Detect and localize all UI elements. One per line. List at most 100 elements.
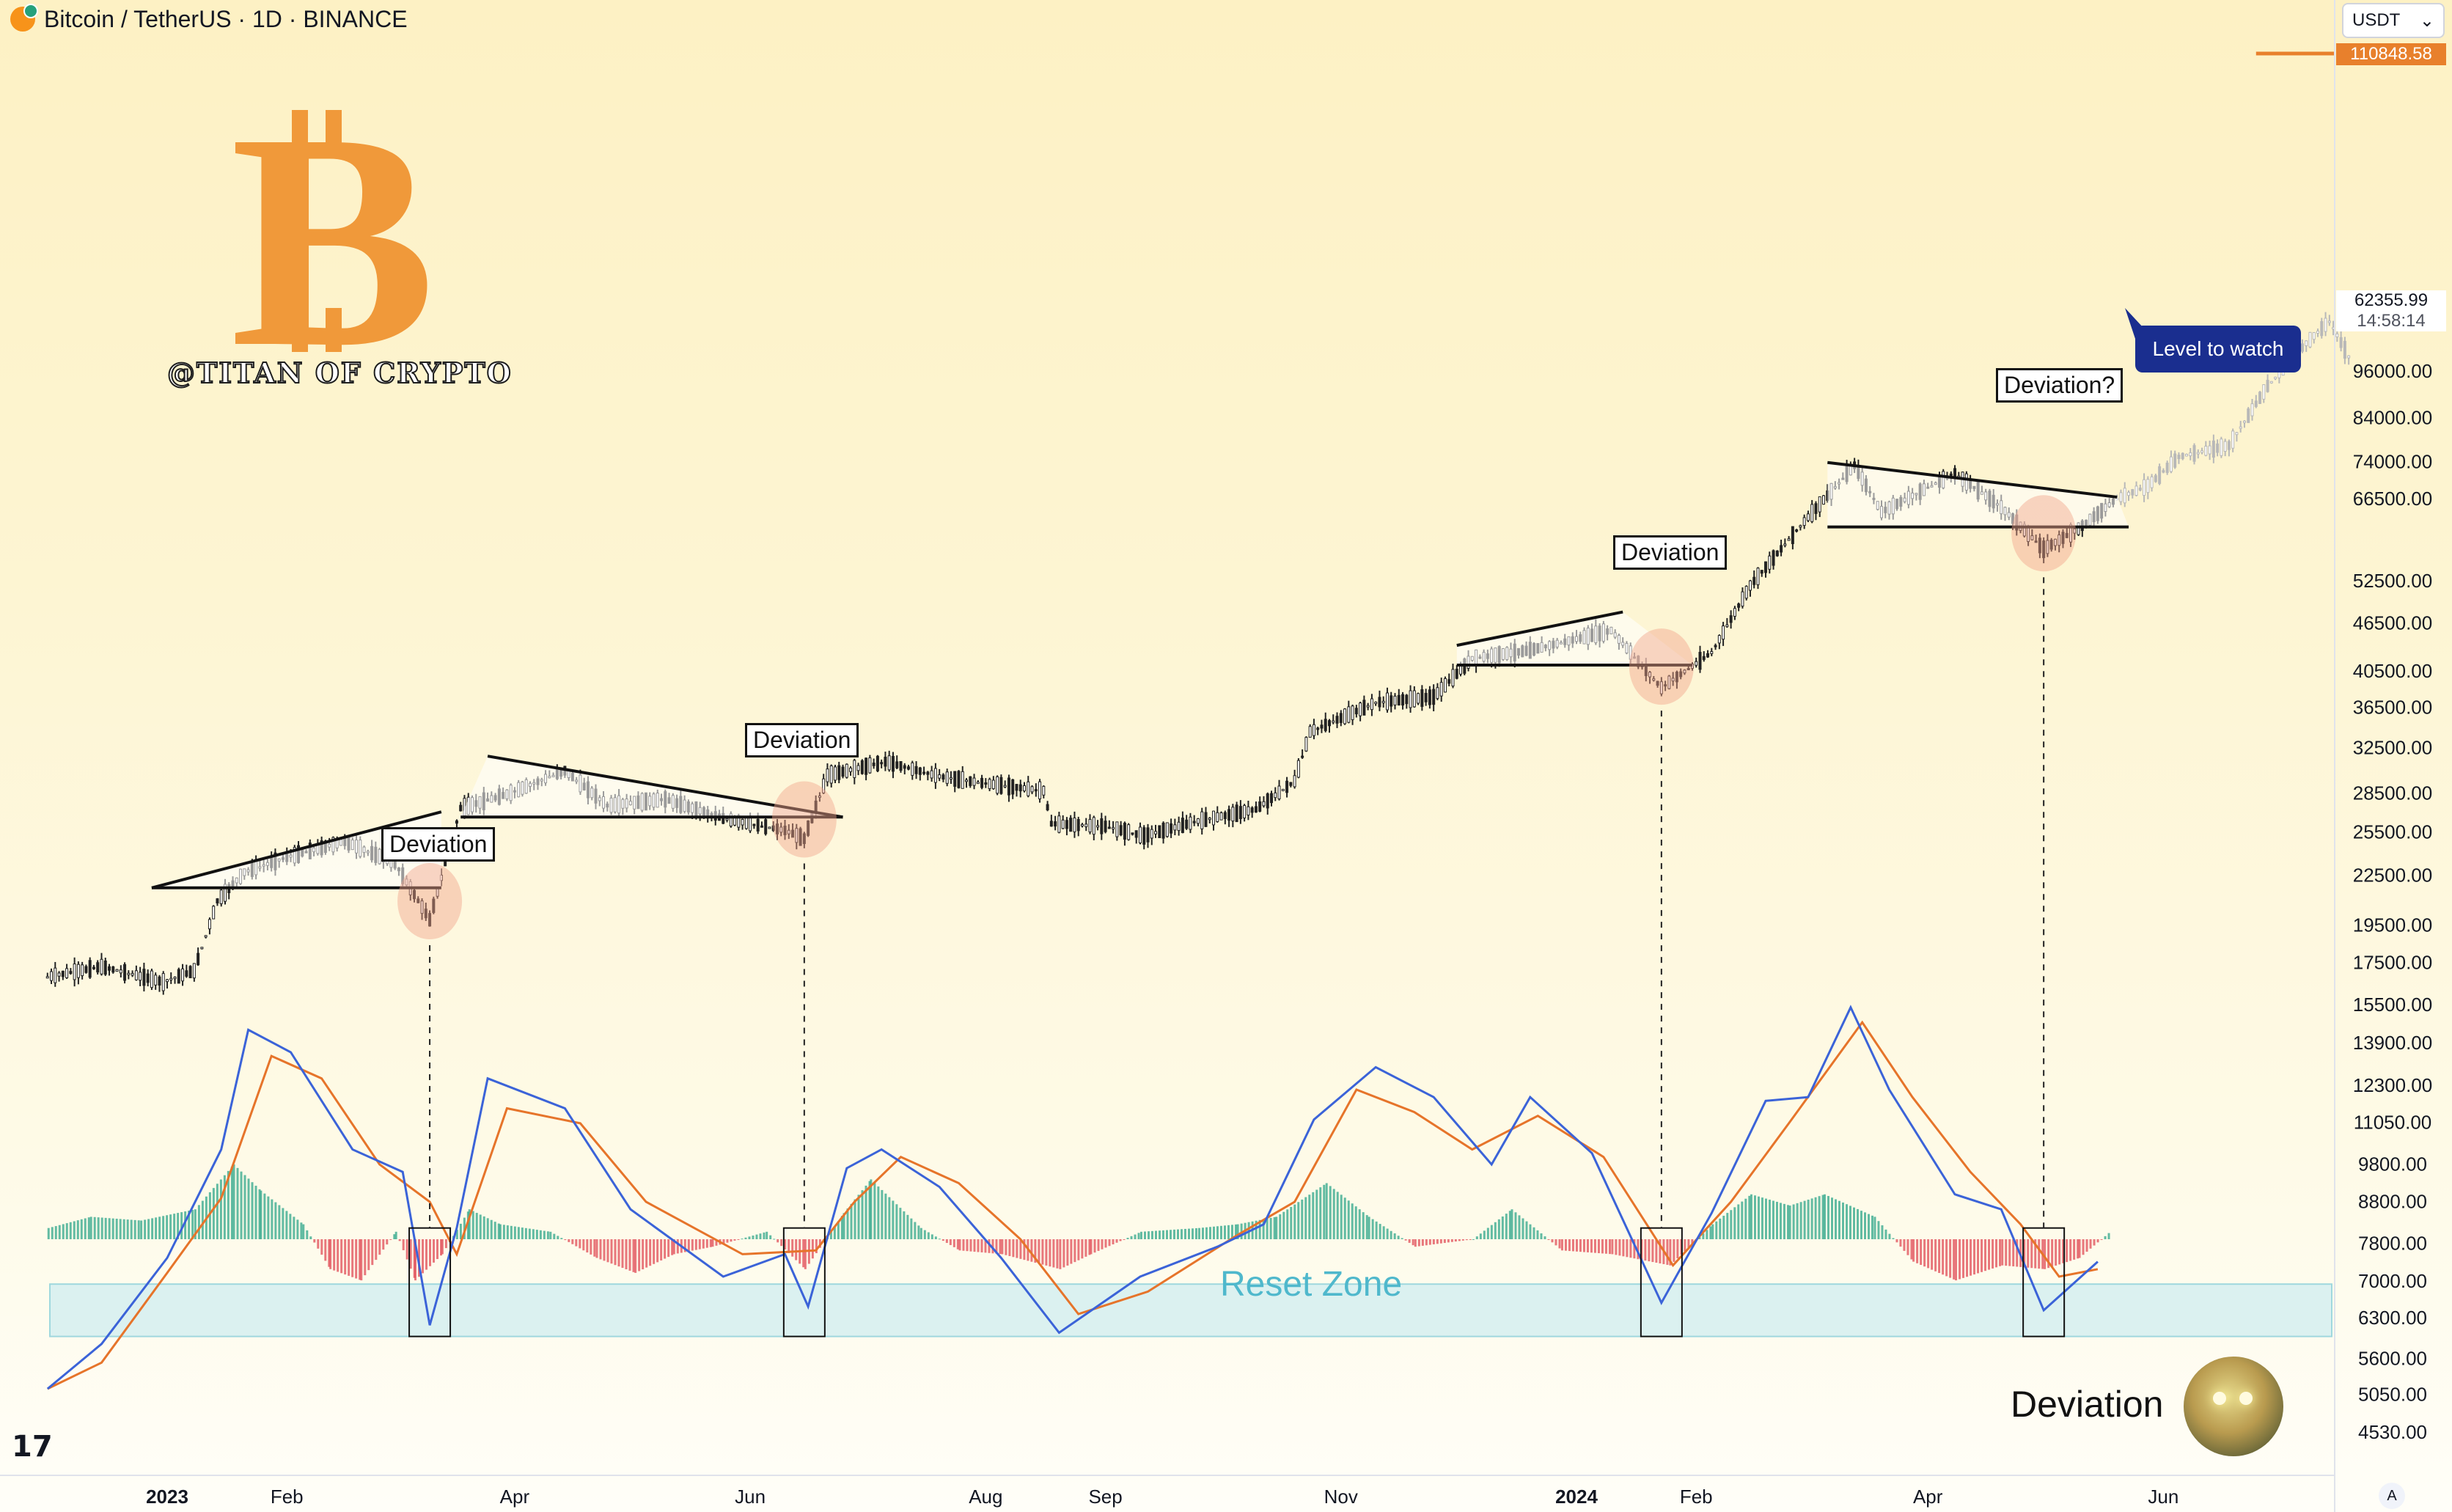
macd-histogram-bar: [726, 1239, 729, 1243]
macd-histogram-bar: [1788, 1205, 1791, 1239]
macd-histogram-bar: [1465, 1239, 1468, 1241]
macd-histogram-bar: [497, 1223, 500, 1239]
bitcoin-logo-bar-top-right: [326, 110, 342, 154]
macd-histogram-bar: [490, 1219, 493, 1239]
candle-body: [103, 960, 107, 975]
macd-histogram-bar: [502, 1225, 505, 1239]
candle-body: [2262, 384, 2266, 400]
level-to-watch-callout: Level to watch: [2135, 326, 2301, 373]
macd-histogram-bar: [645, 1239, 648, 1268]
candle-body: [941, 774, 945, 780]
bitcoin-logo-bar-bottom-left: [292, 308, 308, 352]
candle-body: [1710, 651, 1714, 654]
candle-body: [76, 964, 80, 978]
macd-histogram-bar: [1479, 1233, 1482, 1239]
macd-histogram-bar: [920, 1227, 922, 1239]
candle-body: [1138, 826, 1142, 843]
macd-histogram-bar: [1923, 1239, 1926, 1267]
macd-histogram-bar: [1275, 1216, 1278, 1239]
candle-body: [1181, 818, 1184, 834]
macd-histogram-bar: [748, 1236, 751, 1239]
x-tick-label: 2023: [146, 1486, 188, 1508]
x-tick-label: Nov: [1324, 1486, 1358, 1508]
macd-histogram-bar: [868, 1181, 871, 1239]
macd-histogram-bar: [1604, 1239, 1607, 1254]
macd-histogram-bar: [881, 1189, 884, 1239]
tradingview-logo-icon[interactable]: 17: [12, 1430, 53, 1464]
candle-body: [1247, 806, 1250, 816]
macd-histogram-bar: [1684, 1239, 1686, 1252]
candle-body: [50, 971, 54, 981]
macd-histogram-bar: [802, 1239, 805, 1268]
macd-histogram-bar: [927, 1232, 930, 1239]
macd-histogram-bar: [1511, 1209, 1513, 1239]
candle-body: [1092, 817, 1095, 835]
candle-body: [2239, 426, 2242, 429]
macd-histogram-bar: [104, 1217, 107, 1239]
macd-histogram-bar: [429, 1239, 432, 1266]
candle-body: [922, 771, 926, 774]
candle-body: [1702, 656, 1706, 660]
candle-body: [1212, 810, 1216, 826]
candle-body: [969, 776, 972, 786]
candle-body: [1451, 669, 1455, 687]
auto-scale-button[interactable]: A: [2379, 1483, 2405, 1509]
macd-histogram-bar: [1172, 1229, 1175, 1239]
macd-histogram-bar: [766, 1231, 768, 1239]
candle-body: [1243, 805, 1247, 818]
y-tick-label: 46500.00: [2353, 612, 2432, 634]
candle-body: [1335, 716, 1339, 724]
macd-histogram-bar: [873, 1183, 876, 1239]
macd-histogram-bar: [759, 1233, 762, 1239]
candle-body: [1385, 692, 1389, 711]
macd-histogram-bar: [1108, 1239, 1111, 1247]
candle-body: [1401, 694, 1405, 706]
candle-body: [1752, 576, 1756, 585]
macd-histogram-bar: [1371, 1219, 1374, 1239]
x-tick-label: Jun: [2148, 1486, 2178, 1508]
currency-select[interactable]: USDT ⌄: [2342, 3, 2445, 38]
macd-histogram-bar: [980, 1239, 983, 1252]
symbol-header[interactable]: Bitcoin / TetherUS · 1D · BINANCE: [10, 4, 408, 34]
macd-histogram-bar: [382, 1239, 385, 1250]
candle-body: [1173, 824, 1177, 831]
x-tick-label: Apr: [500, 1486, 530, 1508]
macd-histogram-bar: [571, 1239, 574, 1244]
y-tick-label: 6300.00: [2358, 1307, 2427, 1329]
macd-histogram-bar: [1227, 1225, 1230, 1239]
candle-body: [1022, 785, 1026, 792]
macd-histogram-bar: [1906, 1239, 1909, 1255]
candle-body: [2216, 443, 2220, 453]
macd-histogram-bar: [1297, 1202, 1300, 1239]
macd-histogram-bar: [177, 1213, 180, 1239]
candle-body: [1744, 586, 1748, 599]
macd-histogram-bar: [784, 1239, 787, 1250]
macd-histogram-bar: [702, 1239, 705, 1249]
macd-histogram-bar: [1846, 1204, 1849, 1239]
macd-histogram-bar: [274, 1202, 277, 1239]
candle-body: [872, 763, 876, 766]
macd-histogram-bar: [1088, 1239, 1091, 1255]
macd-histogram-bar: [130, 1219, 133, 1239]
macd-histogram-bar: [1730, 1210, 1733, 1239]
macd-histogram-bar: [934, 1236, 937, 1239]
macd-histogram-bar: [1421, 1239, 1424, 1246]
candle-body: [1231, 807, 1235, 822]
macd-histogram-bar: [653, 1239, 656, 1264]
macd-histogram-bar: [1158, 1230, 1161, 1239]
macd-histogram-bar: [1881, 1225, 1884, 1239]
candle-body: [2235, 432, 2239, 436]
macd-histogram-bar: [1325, 1183, 1328, 1239]
macd-histogram-bar: [733, 1239, 736, 1241]
macd-histogram-bar: [1927, 1239, 1930, 1269]
candle-body: [73, 964, 76, 980]
macd-histogram-bar: [2023, 1239, 2026, 1268]
macd-histogram-bar: [1768, 1200, 1771, 1239]
macd-histogram-bar: [1494, 1222, 1497, 1239]
candle-body: [884, 757, 887, 767]
macd-histogram-bar: [1390, 1230, 1392, 1239]
price-axis-panel[interactable]: [2334, 0, 2452, 1512]
macd-histogram-bar: [219, 1179, 222, 1239]
macd-histogram-bar: [425, 1239, 428, 1270]
